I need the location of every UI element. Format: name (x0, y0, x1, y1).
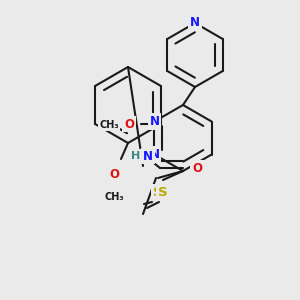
Text: N: N (143, 149, 153, 163)
Text: N: N (190, 16, 200, 29)
Text: S: S (158, 185, 168, 199)
Text: CH₃: CH₃ (99, 120, 119, 130)
Text: S: S (153, 185, 163, 199)
Text: O: O (192, 161, 202, 175)
Text: O: O (124, 118, 134, 130)
Text: CH₃: CH₃ (104, 192, 124, 202)
Text: N: N (149, 148, 159, 161)
Text: O: O (109, 169, 119, 182)
Text: H: H (131, 151, 141, 161)
Text: N: N (149, 115, 159, 128)
